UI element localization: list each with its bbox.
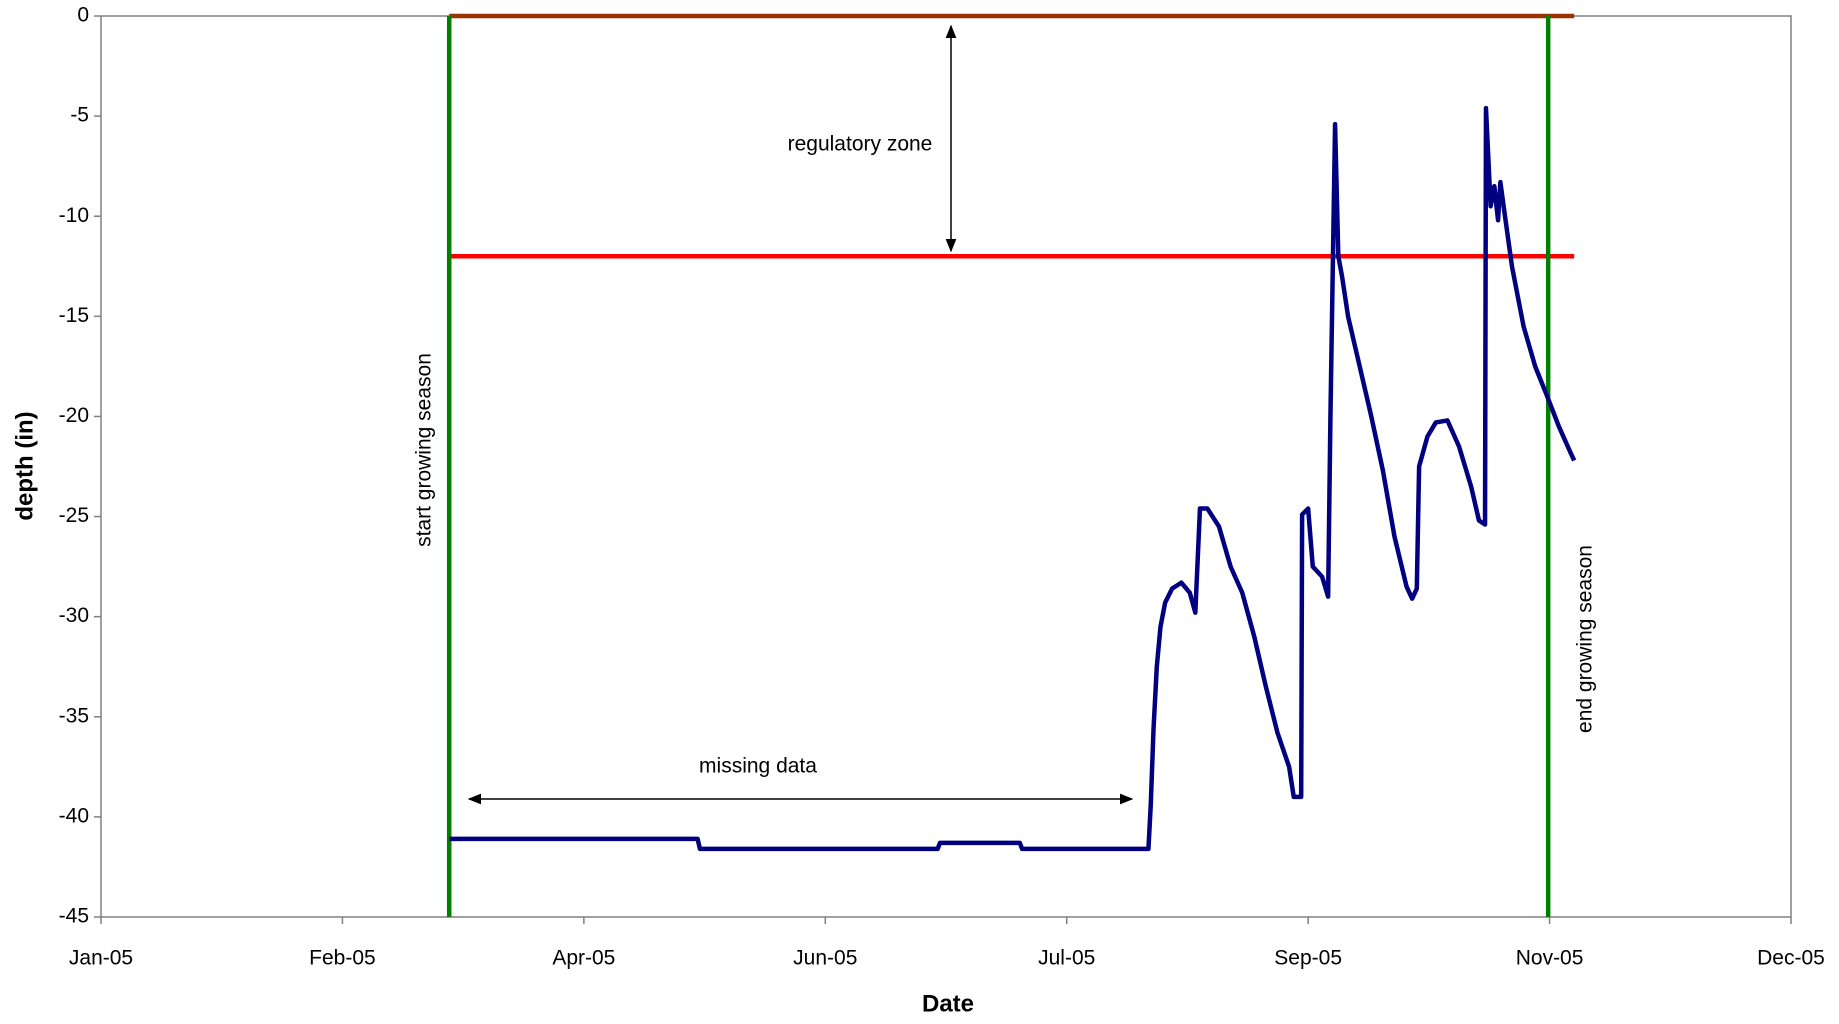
x-tick-label: Jul-05 xyxy=(1038,947,1095,970)
annotation: end growing season xyxy=(1574,545,1597,733)
y-tick-label: 0 xyxy=(77,4,89,27)
y-tick-label: -25 xyxy=(59,504,89,527)
data-line xyxy=(449,105,1577,852)
x-tick-label: Dec-05 xyxy=(1757,947,1825,970)
y-tick-label: -40 xyxy=(59,804,89,827)
plot-area xyxy=(100,15,1792,918)
y-tick-label: -15 xyxy=(59,304,89,327)
annotation: regulatory zone xyxy=(788,133,933,156)
y-axis-label: depth (in) xyxy=(11,411,38,520)
annotation: missing data xyxy=(699,755,817,778)
annotation: start growing season xyxy=(413,353,436,547)
x-tick-label: Nov-05 xyxy=(1516,947,1584,970)
y-tick-label: -5 xyxy=(70,104,89,127)
x-tick-label: Jan-05 xyxy=(69,947,133,970)
y-tick-label: -45 xyxy=(59,905,89,928)
x-tick-label: Sep-05 xyxy=(1274,947,1342,970)
x-axis-label: Date xyxy=(922,990,974,1017)
x-tick-label: Apr-05 xyxy=(552,947,615,970)
y-tick-label: -20 xyxy=(59,404,89,427)
y-tick-label: -30 xyxy=(59,604,89,627)
x-tick-label: Jun-05 xyxy=(793,947,857,970)
x-tick-label: Feb-05 xyxy=(309,947,376,970)
y-tick-label: -10 xyxy=(59,204,89,227)
y-tick-label: -35 xyxy=(59,704,89,727)
marks xyxy=(446,13,1577,917)
